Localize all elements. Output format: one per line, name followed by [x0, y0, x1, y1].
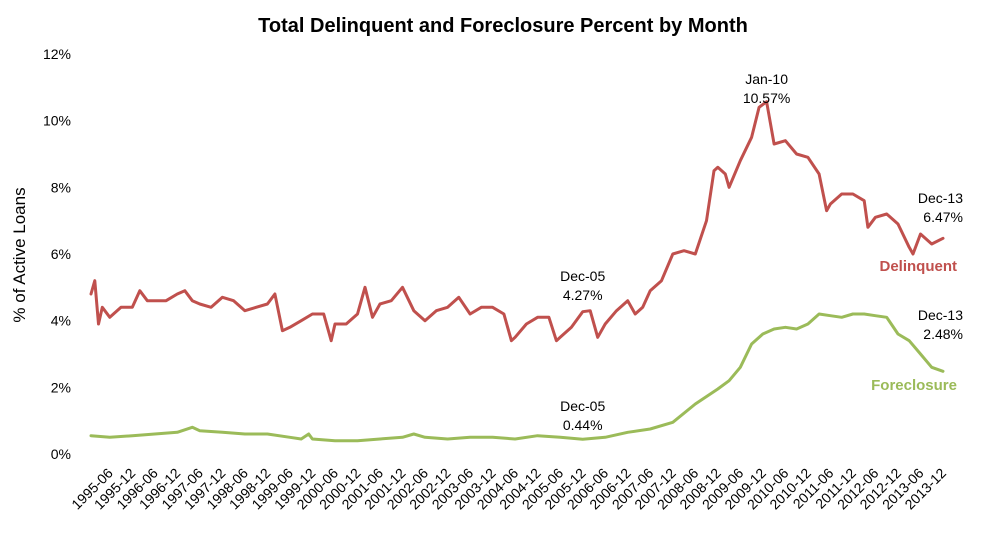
annotation-value: 6.47%	[923, 209, 963, 225]
y-tick-label: 10%	[43, 113, 71, 129]
annotation-date: Dec-13	[918, 190, 963, 206]
chart-title: Total Delinquent and Foreclosure Percent…	[258, 15, 748, 37]
series-labels: Delinquent Foreclosure	[871, 258, 957, 394]
series-lines	[89, 100, 945, 443]
y-tick-label: 6%	[51, 246, 71, 262]
annotations: Dec-05 4.27% Jan-10 10.57% Dec-13 6.47% Dec-05…	[560, 71, 963, 433]
y-axis-label: % of Active Loans	[10, 187, 29, 322]
y-tick-label: 0%	[51, 446, 71, 462]
y-tick-label: 8%	[51, 179, 71, 195]
annotation-date: Dec-05	[560, 268, 605, 284]
annotation-date: Dec-05	[560, 398, 605, 414]
x-axis: 1995-061995-121996-061996-121997-061997-…	[68, 465, 949, 513]
y-axis: 0% 2% 4% 6% 8% 10% 12%	[43, 46, 71, 462]
annotation-value: 4.27%	[563, 287, 603, 303]
annotation-date: Dec-13	[918, 307, 963, 323]
annotation-value: 10.57%	[743, 90, 790, 106]
series-label-delinquent: Delinquent	[880, 258, 958, 275]
annotation-value: 0.44%	[563, 417, 603, 433]
y-tick-label: 2%	[51, 379, 71, 395]
y-tick-label: 12%	[43, 46, 71, 62]
annotation-value: 2.48%	[923, 326, 963, 342]
series-line-foreclosure	[89, 312, 945, 443]
series-label-foreclosure: Foreclosure	[871, 377, 957, 394]
annotation-date: Jan-10	[745, 71, 788, 87]
series-line-delinquent	[89, 100, 945, 343]
y-tick-label: 4%	[51, 313, 71, 329]
